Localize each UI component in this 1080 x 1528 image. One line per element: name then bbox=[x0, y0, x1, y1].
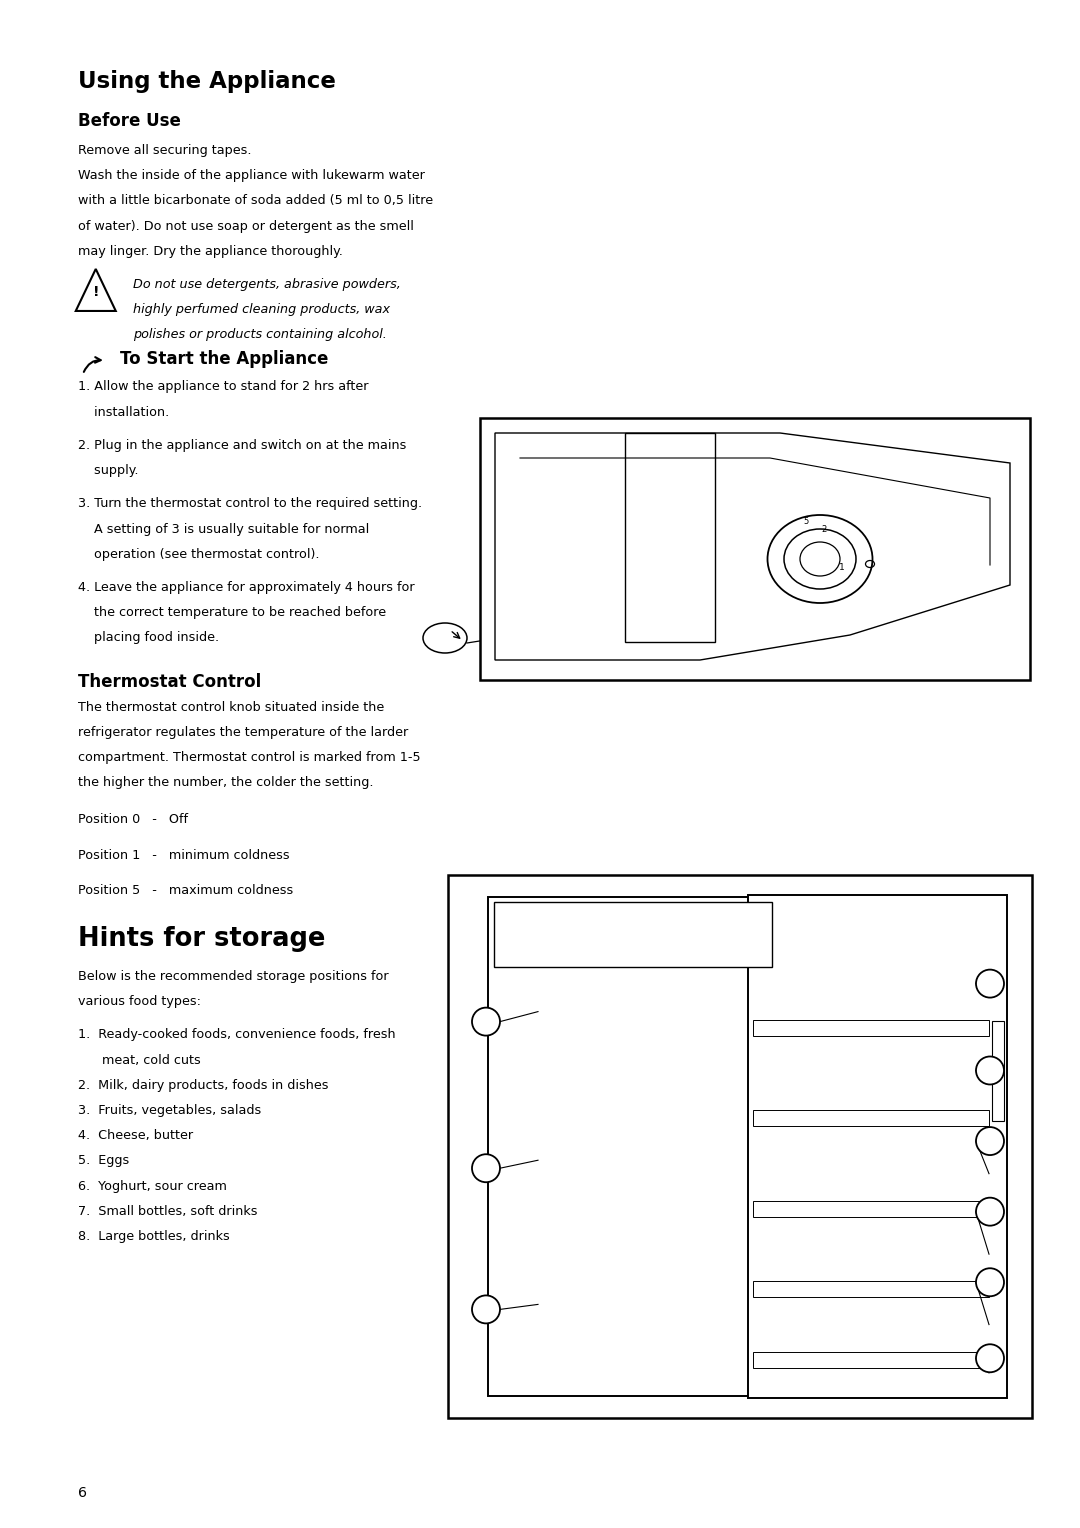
Text: 5: 5 bbox=[986, 1063, 994, 1077]
Circle shape bbox=[472, 1296, 500, 1323]
Text: installation.: installation. bbox=[78, 406, 168, 419]
Text: 7: 7 bbox=[986, 1276, 994, 1288]
Text: Wash the inside of the appliance with lukewarm water: Wash the inside of the appliance with lu… bbox=[78, 170, 424, 182]
Bar bbox=[993, 1021, 1004, 1122]
Text: 7: 7 bbox=[986, 1206, 994, 1218]
Text: Thermostat Control: Thermostat Control bbox=[78, 672, 261, 691]
Text: operation (see thermostat control).: operation (see thermostat control). bbox=[78, 547, 320, 561]
Text: 6: 6 bbox=[986, 1135, 994, 1148]
Text: of water). Do not use soap or detergent as the smell: of water). Do not use soap or detergent … bbox=[78, 220, 414, 232]
Bar bbox=[753, 1201, 989, 1216]
Text: Using the Appliance: Using the Appliance bbox=[78, 70, 336, 93]
Text: 5: 5 bbox=[804, 516, 809, 526]
Text: 1: 1 bbox=[839, 562, 845, 571]
Text: Below is the recommended storage positions for: Below is the recommended storage positio… bbox=[78, 970, 389, 983]
Text: 2. Plug in the appliance and switch on at the mains: 2. Plug in the appliance and switch on a… bbox=[78, 439, 406, 452]
Text: 2: 2 bbox=[482, 1161, 490, 1175]
Text: 7.  Small bottles, soft drinks: 7. Small bottles, soft drinks bbox=[78, 1204, 257, 1218]
Text: supply.: supply. bbox=[78, 465, 138, 477]
Circle shape bbox=[976, 1268, 1004, 1296]
Text: !: ! bbox=[93, 286, 99, 299]
Text: 4.  Cheese, butter: 4. Cheese, butter bbox=[78, 1129, 193, 1141]
Text: highly perfumed cleaning products, wax: highly perfumed cleaning products, wax bbox=[133, 303, 390, 316]
Text: placing food inside.: placing food inside. bbox=[78, 631, 219, 645]
Text: 3. Turn the thermostat control to the required setting.: 3. Turn the thermostat control to the re… bbox=[78, 497, 422, 510]
Text: 6.  Yoghurt, sour cream: 6. Yoghurt, sour cream bbox=[78, 1180, 227, 1192]
Bar bbox=[753, 1352, 989, 1368]
Text: 4: 4 bbox=[986, 976, 994, 990]
Text: A setting of 3 is usually suitable for normal: A setting of 3 is usually suitable for n… bbox=[78, 523, 369, 535]
Circle shape bbox=[976, 1345, 1004, 1372]
Bar bbox=[753, 1111, 989, 1126]
Circle shape bbox=[976, 1198, 1004, 1225]
Text: 2.  Milk, dairy products, foods in dishes: 2. Milk, dairy products, foods in dishes bbox=[78, 1079, 328, 1091]
Text: 3: 3 bbox=[482, 1303, 490, 1316]
Text: 1. Allow the appliance to stand for 2 hrs after: 1. Allow the appliance to stand for 2 hr… bbox=[78, 380, 368, 394]
Text: 5.  Eggs: 5. Eggs bbox=[78, 1154, 129, 1167]
Circle shape bbox=[472, 1154, 500, 1183]
Text: 2: 2 bbox=[822, 524, 826, 533]
Text: To Start the Appliance: To Start the Appliance bbox=[120, 350, 328, 368]
Text: 1.  Ready-cooked foods, convenience foods, fresh: 1. Ready-cooked foods, convenience foods… bbox=[78, 1028, 395, 1041]
Text: Position 1   -   minimum coldness: Position 1 - minimum coldness bbox=[78, 848, 289, 862]
Bar bbox=[753, 1019, 989, 1036]
Text: may linger. Dry the appliance thoroughly.: may linger. Dry the appliance thoroughly… bbox=[78, 244, 342, 258]
Text: refrigerator regulates the temperature of the larder: refrigerator regulates the temperature o… bbox=[78, 726, 408, 740]
Text: with a little bicarbonate of soda added (5 ml to 0,5 litre: with a little bicarbonate of soda added … bbox=[78, 194, 433, 208]
Bar bbox=[488, 897, 778, 1397]
Text: Remove all securing tapes.: Remove all securing tapes. bbox=[78, 144, 252, 157]
Text: 1: 1 bbox=[482, 1015, 490, 1028]
Circle shape bbox=[976, 1128, 1004, 1155]
Text: 4. Leave the appliance for approximately 4 hours for: 4. Leave the appliance for approximately… bbox=[78, 581, 415, 594]
Text: the higher the number, the colder the setting.: the higher the number, the colder the se… bbox=[78, 776, 374, 790]
Text: 8: 8 bbox=[986, 1352, 994, 1365]
Bar bbox=[494, 902, 772, 967]
Bar bbox=[748, 895, 1007, 1398]
Text: Position 0   -   Off: Position 0 - Off bbox=[78, 813, 188, 827]
Circle shape bbox=[976, 970, 1004, 998]
Text: Hints for storage: Hints for storage bbox=[78, 926, 325, 952]
Circle shape bbox=[472, 1007, 500, 1036]
Text: The thermostat control knob situated inside the: The thermostat control knob situated ins… bbox=[78, 701, 384, 714]
Text: polishes or products containing alcohol.: polishes or products containing alcohol. bbox=[133, 329, 387, 341]
Text: °: ° bbox=[526, 929, 530, 935]
Text: compartment. Thermostat control is marked from 1-5: compartment. Thermostat control is marke… bbox=[78, 752, 420, 764]
Bar bbox=[448, 876, 1032, 1418]
Text: the correct temperature to be reached before: the correct temperature to be reached be… bbox=[78, 607, 386, 619]
Text: Do not use detergents, abrasive powders,: Do not use detergents, abrasive powders, bbox=[133, 278, 401, 290]
Circle shape bbox=[976, 1056, 1004, 1085]
Text: 6: 6 bbox=[78, 1487, 86, 1500]
Bar bbox=[753, 1282, 989, 1297]
Bar bbox=[480, 419, 1030, 680]
Text: Before Use: Before Use bbox=[78, 112, 180, 130]
Text: 8.  Large bottles, drinks: 8. Large bottles, drinks bbox=[78, 1230, 230, 1242]
Text: various food types:: various food types: bbox=[78, 995, 201, 1008]
Text: 3.  Fruits, vegetables, salads: 3. Fruits, vegetables, salads bbox=[78, 1103, 261, 1117]
Text: meat, cold cuts: meat, cold cuts bbox=[78, 1053, 201, 1067]
Text: Position 5   -   maximum coldness: Position 5 - maximum coldness bbox=[78, 883, 293, 897]
